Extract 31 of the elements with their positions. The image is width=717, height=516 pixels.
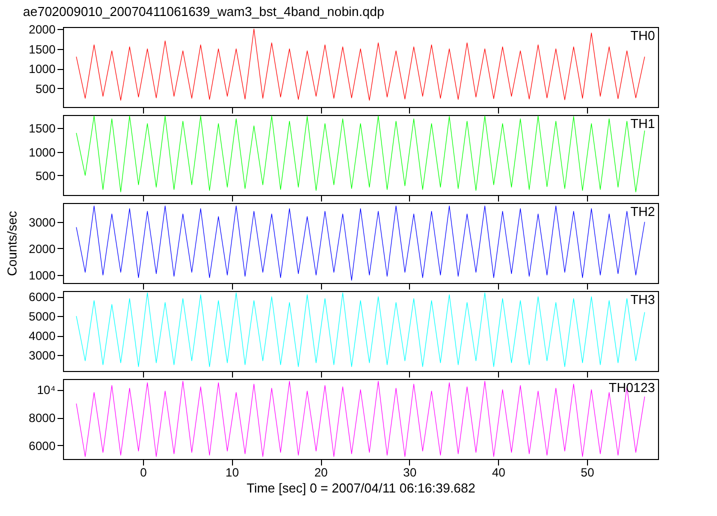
y-tick-label: 5000	[28, 310, 56, 324]
y-tick-label: 3000	[28, 348, 56, 363]
series-label: TH1	[630, 116, 655, 131]
series-label: TH3	[630, 292, 655, 307]
y-tick-label: 2000	[28, 242, 56, 256]
y-axis-title: Counts/sec	[4, 210, 20, 276]
y-tick-label: 10⁴	[36, 383, 56, 398]
series-label: TH2	[630, 204, 655, 219]
y-tick-label: 1000	[28, 145, 56, 160]
y-tick-label: 2000	[28, 22, 56, 36]
x-tick-label: 50	[580, 466, 594, 480]
y-tick-label: 6000	[28, 438, 56, 453]
y-tick-label: 8000	[28, 411, 56, 426]
y-tick-label: 500	[35, 168, 56, 183]
series-label: TH0123	[608, 380, 655, 395]
y-tick-label: 1500	[28, 122, 56, 136]
y-tick-label: 1500	[28, 42, 56, 56]
x-tick-label: 30	[403, 466, 417, 480]
x-tick-label: 10	[226, 466, 240, 480]
x-axis-title: Time [sec] 0 = 2007/04/11 06:16:39.682	[246, 480, 476, 496]
chart-title: ae702009010_20070411061639_wam3_bst_4band_nobin.qdp	[23, 4, 384, 19]
y-tick-label: 6000	[28, 290, 56, 304]
y-tick-label: 4000	[28, 329, 56, 344]
y-tick-label: 3000	[28, 215, 56, 230]
y-tick-label: 1000	[28, 268, 56, 283]
y-tick-label: 1000	[28, 62, 56, 76]
x-tick-label: 40	[492, 466, 506, 480]
x-tick-label: 0	[140, 466, 148, 480]
series-label: TH0	[630, 28, 655, 43]
y-tick-label: 500	[35, 82, 56, 96]
x-tick-label: 20	[314, 466, 328, 480]
